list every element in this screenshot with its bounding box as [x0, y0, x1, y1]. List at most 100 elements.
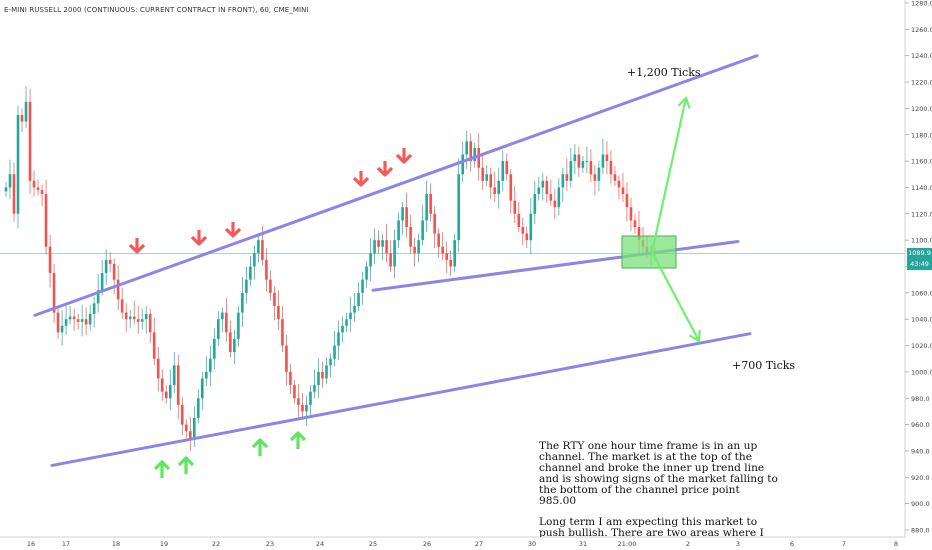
candle-body — [601, 154, 605, 168]
time-axis-label: 18 — [112, 540, 120, 548]
candle-body — [613, 174, 617, 181]
candle-body — [152, 332, 156, 359]
candle-body — [377, 240, 380, 247]
candle-body — [36, 187, 40, 191]
candle-body — [217, 319, 220, 339]
candle-body — [273, 292, 276, 307]
candle-body — [64, 319, 68, 326]
candle-body — [128, 316, 132, 320]
time-axis-label: 3 — [736, 540, 740, 548]
candle-body — [120, 299, 124, 313]
candle-body — [156, 358, 160, 379]
candle-body — [517, 213, 521, 227]
red-down-arrow-head — [128, 243, 146, 254]
red-down-arrow-head — [224, 227, 242, 238]
candle-body — [192, 418, 196, 438]
candle-body — [633, 220, 637, 227]
candle-body — [233, 338, 236, 353]
price-axis-label: 1260.0 — [911, 26, 932, 34]
candle-body — [148, 313, 152, 333]
candle-body — [76, 319, 80, 322]
candle-body — [537, 187, 541, 195]
candle-body — [84, 319, 88, 325]
candle-body — [565, 174, 569, 181]
candle-body — [16, 114, 20, 214]
candle-body — [385, 240, 388, 254]
candle-body — [505, 161, 509, 175]
candle-body — [196, 398, 200, 419]
candle-body — [337, 332, 340, 346]
candle-body — [188, 431, 192, 438]
candle-body — [509, 174, 513, 201]
last-price-tag: 1089.9 — [907, 248, 932, 259]
price-axis-label: 1280.0 — [911, 0, 932, 8]
candle-body — [549, 194, 553, 201]
candle-body — [241, 292, 244, 313]
candle-body — [209, 358, 212, 372]
price-axis-label: 1120.0 — [911, 210, 932, 218]
price-axis-label: 880.0 — [911, 527, 930, 535]
candle-body — [112, 263, 116, 280]
time-axis-label: 26 — [423, 540, 431, 548]
time-axis-label: 16 — [27, 540, 35, 548]
red-down-arrow-head — [395, 153, 413, 164]
candle-body — [421, 220, 424, 241]
candle-body — [589, 161, 593, 175]
price-axis-label: 980.0 — [911, 395, 930, 403]
red-down-arrow-head — [352, 176, 370, 187]
candle-body — [437, 233, 440, 247]
time-axis-label: 19 — [160, 540, 168, 548]
candle-body — [577, 154, 581, 168]
candle-body — [545, 180, 549, 195]
candle-body — [617, 180, 621, 188]
candle-body — [301, 404, 304, 412]
candle-body — [8, 174, 12, 188]
candle-body — [317, 371, 320, 386]
candle-body — [100, 273, 104, 291]
chart-title: E-MINI RUSSELL 2000 (CONTINUOUS: CURRENT… — [4, 6, 309, 14]
candle-body — [417, 240, 420, 254]
candle-body — [108, 259, 112, 264]
candle-body — [389, 253, 392, 267]
candle-body — [453, 240, 456, 267]
price-axis-label: 1240.0 — [911, 52, 932, 60]
candle-body — [597, 167, 601, 181]
candle-body — [529, 213, 533, 241]
candle-body — [261, 240, 264, 260]
candle-body — [164, 391, 168, 399]
candle-body — [433, 213, 436, 234]
analysis-text: The RTY one hour time frame is in an up … — [539, 441, 779, 537]
candle-body — [429, 194, 432, 214]
countdown-tag: 43:49 — [907, 259, 932, 270]
price-axis-label: 1200.0 — [911, 105, 932, 113]
time-axis-label: 17 — [62, 540, 70, 548]
candle-body — [140, 319, 144, 322]
candle-body — [365, 266, 368, 280]
candle-body — [269, 279, 272, 293]
candle-body — [184, 424, 188, 432]
candle-body — [625, 194, 629, 208]
candle-body — [24, 101, 28, 122]
candle-body — [357, 292, 360, 307]
candle-body — [609, 161, 613, 175]
analysis-paragraph-1: The RTY one hour time frame is in an up … — [539, 441, 778, 507]
time-axis-label: 27 — [475, 540, 483, 548]
candle-body — [621, 187, 625, 195]
price-axis-label: 1060.0 — [911, 289, 932, 297]
price-axis-label: 1140.0 — [911, 184, 932, 192]
candle-body — [160, 378, 164, 392]
entry-zone-box — [621, 235, 677, 269]
candle-body — [44, 194, 48, 247]
candle-body — [4, 187, 8, 192]
candle-body — [473, 147, 477, 162]
candle-body — [289, 371, 292, 386]
candle-body — [136, 319, 140, 322]
candle-body — [369, 253, 372, 267]
green-up-arrow-head — [289, 431, 307, 442]
candle-body — [257, 240, 260, 254]
candle-body — [249, 266, 252, 280]
time-axis-label: 7 — [842, 540, 846, 548]
candle-body — [349, 312, 352, 320]
candle-body — [457, 174, 460, 241]
